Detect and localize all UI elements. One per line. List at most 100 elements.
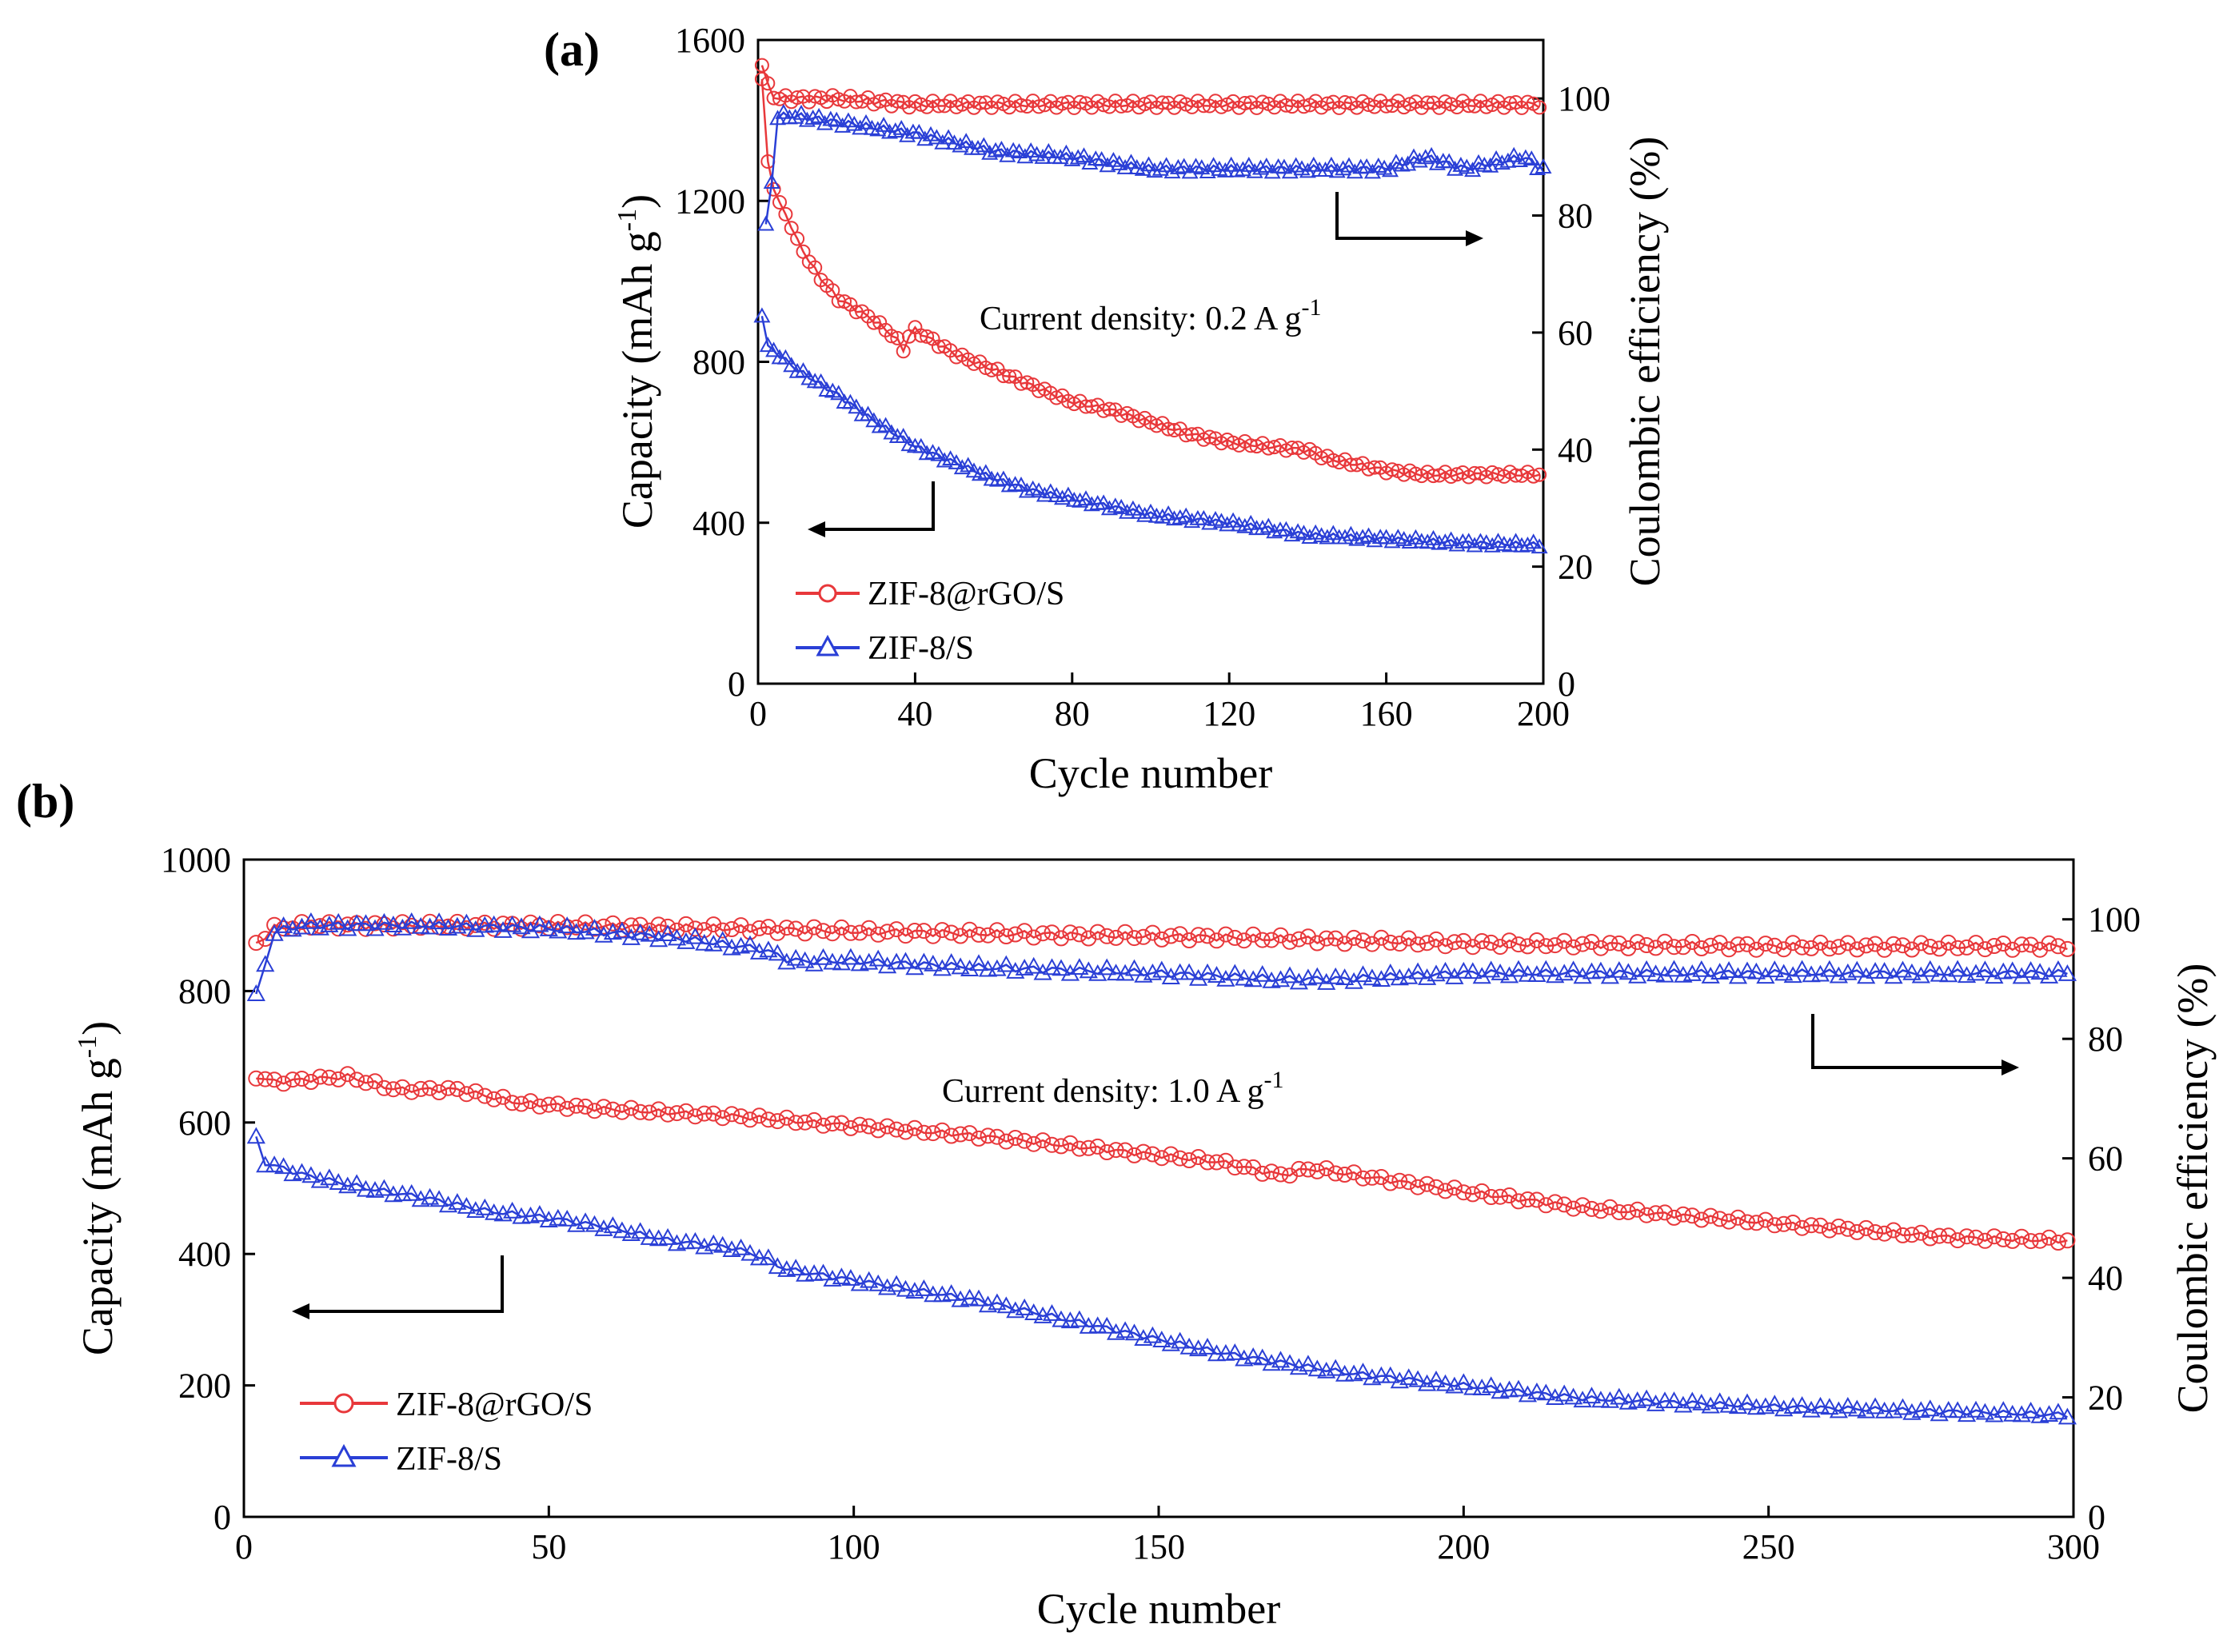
data-point bbox=[1711, 1211, 1728, 1227]
data-point bbox=[960, 457, 977, 473]
data-point bbox=[988, 959, 1007, 976]
data-point bbox=[1263, 932, 1280, 948]
data-point bbox=[1886, 1222, 1902, 1239]
data-point bbox=[632, 916, 649, 933]
data-point bbox=[942, 953, 961, 970]
data-point bbox=[1820, 1398, 1839, 1415]
data-point bbox=[1893, 960, 1913, 978]
data-point bbox=[1719, 1395, 1738, 1413]
data-point bbox=[1190, 927, 1207, 944]
data-point bbox=[1803, 940, 1820, 956]
data-point bbox=[1474, 933, 1491, 949]
data-point bbox=[521, 921, 541, 939]
data-point bbox=[1574, 936, 1591, 952]
data-point bbox=[1657, 933, 1673, 950]
data-point bbox=[1702, 1207, 1719, 1224]
panel-b-data-series bbox=[246, 912, 2077, 1425]
data-point bbox=[1153, 931, 1170, 948]
data-point bbox=[631, 1222, 650, 1239]
data-point bbox=[768, 1257, 787, 1275]
data-point bbox=[248, 1070, 265, 1087]
data-point bbox=[1602, 1199, 1618, 1215]
data-point bbox=[1235, 968, 1254, 986]
data-point bbox=[784, 221, 799, 236]
data-point bbox=[329, 912, 348, 930]
data-point bbox=[1253, 1348, 1272, 1366]
data-point bbox=[1188, 968, 1208, 986]
data-point bbox=[1950, 1232, 1966, 1249]
data-point bbox=[975, 137, 992, 153]
data-point bbox=[987, 142, 1004, 158]
data-point bbox=[1491, 964, 1510, 980]
data-point bbox=[765, 341, 783, 357]
data-point bbox=[880, 123, 899, 139]
data-point bbox=[841, 948, 860, 965]
data-point bbox=[1340, 157, 1358, 173]
data-point bbox=[1116, 964, 1135, 981]
data-point bbox=[1018, 482, 1036, 498]
data-point bbox=[1208, 1154, 1225, 1171]
data-point bbox=[1089, 924, 1106, 940]
data-point bbox=[1748, 1215, 1765, 1231]
data-point bbox=[1353, 965, 1373, 983]
data-point bbox=[312, 1068, 329, 1085]
data-point bbox=[1201, 514, 1219, 530]
data-point bbox=[1114, 98, 1129, 114]
data-point bbox=[356, 914, 376, 932]
data-point bbox=[1674, 1395, 1693, 1413]
data-point bbox=[1830, 939, 1847, 956]
data-point bbox=[1134, 161, 1151, 176]
data-point bbox=[877, 417, 895, 433]
data-point bbox=[1655, 1391, 1674, 1409]
data-point bbox=[1024, 1303, 1044, 1320]
data-point bbox=[266, 916, 283, 933]
data-point bbox=[1228, 162, 1246, 178]
data-point bbox=[660, 1106, 676, 1123]
data-point bbox=[896, 1279, 916, 1297]
data-point bbox=[786, 1259, 805, 1276]
data-point bbox=[1894, 1227, 1911, 1243]
data-point bbox=[1400, 1174, 1417, 1191]
data-point bbox=[1243, 970, 1263, 988]
data-point bbox=[1070, 958, 1089, 975]
data-point bbox=[1016, 1132, 1033, 1149]
data-point bbox=[1142, 503, 1159, 519]
data-point bbox=[924, 954, 943, 972]
data-point bbox=[887, 122, 904, 138]
data-point bbox=[757, 215, 775, 231]
data-point bbox=[1383, 533, 1401, 549]
data-point bbox=[1894, 937, 1911, 954]
panel-a: (a) 0 40 80 120 160 200 0 400 800 1200 1600 0 20 40… bbox=[544, 21, 1669, 797]
data-point bbox=[1254, 932, 1271, 948]
data-point bbox=[1053, 930, 1069, 947]
data-point bbox=[1072, 94, 1088, 110]
data-point bbox=[603, 1216, 622, 1234]
data-point bbox=[1464, 162, 1482, 178]
data-point bbox=[778, 206, 793, 221]
data-point bbox=[1501, 932, 1518, 949]
data-point bbox=[448, 1193, 467, 1210]
data-point bbox=[1219, 516, 1236, 532]
data-point bbox=[1810, 1396, 1830, 1414]
series-0 bbox=[248, 1066, 2076, 1251]
data-point bbox=[493, 921, 513, 938]
panel-a-legend-label-zif8-rgo: ZIF-8@rGO/S bbox=[868, 576, 1064, 613]
data-point bbox=[1563, 960, 1583, 978]
data-point bbox=[1044, 924, 1060, 941]
data-point bbox=[1538, 938, 1555, 955]
data-point bbox=[1527, 965, 1547, 982]
data-point bbox=[1483, 1189, 1499, 1205]
data-point bbox=[1097, 958, 1116, 976]
series-3 bbox=[757, 103, 1552, 231]
data-point bbox=[2014, 1228, 2030, 1245]
data-point bbox=[549, 1208, 568, 1226]
data-point bbox=[1309, 1163, 1326, 1179]
data-point bbox=[1124, 959, 1144, 976]
data-point bbox=[1071, 926, 1088, 943]
data-point bbox=[1135, 1143, 1151, 1160]
data-point bbox=[1538, 1197, 1555, 1214]
data-point bbox=[1234, 161, 1251, 177]
data-point bbox=[852, 119, 869, 135]
data-point bbox=[1301, 529, 1319, 544]
data-point bbox=[1810, 964, 1830, 982]
